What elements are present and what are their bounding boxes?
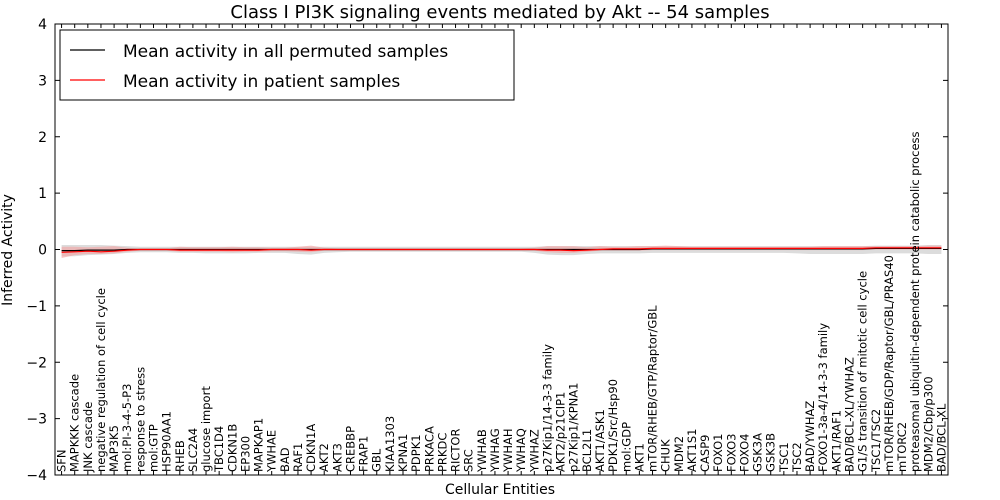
y-tick-label: −3 xyxy=(26,412,47,428)
x-tick-label: CDKN1A xyxy=(304,424,318,472)
x-tick-label: mTORC2 xyxy=(895,422,909,472)
x-tick-label: negative regulation of cell cycle xyxy=(94,288,108,472)
x-tick-label: SLC2A4 xyxy=(186,428,200,472)
y-axis-label: Inferred Activity xyxy=(0,194,16,306)
x-tick-label: AKT3 xyxy=(330,443,344,472)
x-tick-label: AKT1S1 xyxy=(685,429,699,472)
confidence-bands xyxy=(61,245,942,258)
legend-box xyxy=(59,29,515,101)
series-lines xyxy=(61,247,942,253)
x-tick-label: CASP9 xyxy=(698,435,712,472)
x-tick-label: GSK3B xyxy=(764,433,778,472)
x-tick-label: MAPKKK cascade xyxy=(68,374,82,472)
x-tick-label: YWHAZ xyxy=(527,429,541,473)
plot-frame xyxy=(54,23,949,476)
x-tick-label: EP300 xyxy=(238,436,252,472)
x-tick-label: mTOR/RHEB/GDP/Raptor/GBL/PRAS40 xyxy=(882,255,896,472)
y-tick-label: 4 xyxy=(38,17,47,33)
x-tick-label: BAD/BCL-XL xyxy=(934,403,948,472)
x-tick-label: BAD/BCL-XL/YWHAZ xyxy=(843,357,857,472)
x-tick-label: YWHAQ xyxy=(514,428,528,473)
x-tick-label: RHEB xyxy=(173,440,187,472)
x-tick-label: SRC xyxy=(462,449,476,472)
x-tick-label: PDK1/Src/Hsp90 xyxy=(606,379,620,472)
y-tick-label: −1 xyxy=(26,299,47,315)
category-labels: SFN MAPKKK cascade JNK cascade negative reg… xyxy=(55,131,949,473)
y-tick-label: 3 xyxy=(38,73,47,89)
series-line-patient xyxy=(61,247,942,253)
x-tick-label: FRAP1 xyxy=(357,436,371,472)
x-tick-label: TSC1/TSC2 xyxy=(869,409,883,473)
x-tick-label: BAD xyxy=(278,447,292,472)
legend: Mean activity in all permuted samples Me… xyxy=(59,29,515,101)
x-tick-label: FOXO1-3a-4/14-3-3 family xyxy=(816,323,830,472)
x-tick-label: JNK cascade xyxy=(81,402,95,473)
y-tick-label: −2 xyxy=(26,355,47,371)
x-tick-label: TSC1 xyxy=(777,442,791,473)
x-tick-label: CHUK xyxy=(659,439,673,472)
chart-title: Class I PI3K signaling events mediated b… xyxy=(230,2,769,23)
x-tick-label: mol:GTP xyxy=(147,424,161,472)
x-tick-label: AKT2 xyxy=(317,443,331,472)
x-tick-label: p27Kip1/14-3-3 family xyxy=(541,344,555,472)
y-tick-label: 2 xyxy=(38,130,47,146)
x-tick-label: PRKDC xyxy=(435,433,449,472)
x-tick-label: glucose import xyxy=(199,386,213,472)
x-tick-label: FOXO3 xyxy=(724,434,738,472)
x-tick-label: HSP90AA1 xyxy=(160,411,174,472)
x-tick-label: TBC1D4 xyxy=(212,426,226,473)
x-tick-label: AKT1/RAF1 xyxy=(829,410,843,472)
x-tick-label: TSC2 xyxy=(790,442,804,473)
x-tick-label: KPNA1 xyxy=(396,434,410,472)
x-tick-label: YWHAH xyxy=(501,428,515,473)
x-tick-label: BAD/YWHAZ xyxy=(803,401,817,472)
x-tick-label: FOXO4 xyxy=(737,434,751,472)
y-axis-ticks: 4 3 2 1 0 −1 −2 −3 −4 xyxy=(26,17,948,484)
legend-label-patient: Mean activity in patient samples xyxy=(123,72,400,92)
x-tick-label: PRKACA xyxy=(422,426,436,472)
y-tick-label: −4 xyxy=(26,468,47,484)
x-tick-label: AKT2/p21CIP1 xyxy=(554,392,568,472)
x-tick-label: BCL2L1 xyxy=(580,429,594,472)
x-tick-label: FOXO1 xyxy=(711,434,725,472)
x-tick-label: SFN xyxy=(55,449,69,472)
x-tick-label: KIAA1303 xyxy=(383,416,397,472)
x-tick-label: proteasomal ubiquitin-dependent protein … xyxy=(908,131,922,472)
legend-label-permuted: Mean activity in all permuted samples xyxy=(123,42,448,62)
x-tick-label: CDKN1B xyxy=(225,424,239,472)
x-tick-label: CREBBP xyxy=(344,426,358,472)
x-tick-label: mol:PI-3-4-5-P3 xyxy=(120,384,134,472)
x-tick-label: MAPKAP1 xyxy=(252,418,266,472)
x-tick-label: YWHAB xyxy=(475,429,489,473)
x-axis-ticks xyxy=(61,24,942,475)
y-tick-label: 1 xyxy=(38,186,47,202)
x-tick-label: AKT1 xyxy=(632,443,646,472)
x-axis-label: Cellular Entities xyxy=(445,482,555,498)
x-tick-label: response to stress xyxy=(133,367,147,472)
x-tick-label: YWHAE xyxy=(265,430,279,473)
x-tick-label: MDM2 xyxy=(672,436,686,472)
x-tick-label: AKT1/ASK1 xyxy=(593,409,607,472)
x-tick-label: mol:GDP xyxy=(619,422,633,472)
x-tick-label: RICTOR xyxy=(449,429,463,472)
x-tick-label: MDM2/Cbp/p300 xyxy=(921,376,935,472)
x-tick-label: MAP3K5 xyxy=(107,425,121,472)
x-tick-label: GBL xyxy=(370,448,384,472)
x-tick-label: p27Kip1/KPNA1 xyxy=(567,383,581,472)
y-tick-label: 0 xyxy=(38,243,47,259)
x-tick-label: G1/S transition of mitotic cell cycle xyxy=(856,271,870,472)
x-tick-label: YWHAG xyxy=(488,428,502,473)
x-tick-label: PDPK1 xyxy=(409,434,423,472)
x-tick-label: RAF1 xyxy=(291,443,305,472)
x-tick-label: GSK3A xyxy=(751,433,765,472)
x-tick-label: mTOR/RHEB/GTP/Raptor/GBL xyxy=(646,305,660,472)
